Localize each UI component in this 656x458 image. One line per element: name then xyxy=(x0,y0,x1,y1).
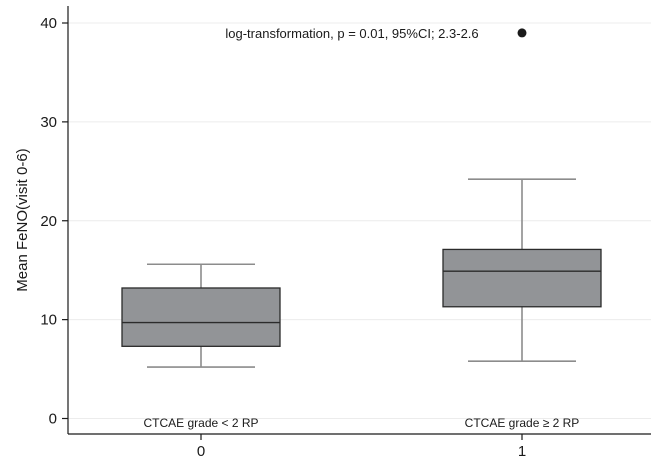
group-label: CTCAE grade ≥ 2 RP xyxy=(465,416,580,430)
x-tick-label: 0 xyxy=(197,443,205,458)
annotation-text: log-transformation, p = 0.01, 95%CI; 2.3… xyxy=(225,26,478,41)
grid-lines xyxy=(68,22,651,419)
iqr-box xyxy=(442,248,602,308)
outlier-point xyxy=(517,28,527,38)
x-tick-label: 1 xyxy=(518,443,526,458)
box-group-1: CTCAE grade ≥ 2 RP xyxy=(442,28,602,430)
y-tick-label: 10 xyxy=(40,312,57,329)
boxes: CTCAE grade < 2 RP CTCAE grade ≥ 2 RP xyxy=(121,28,602,430)
iqr-box xyxy=(121,287,281,347)
axes: 0 10 20 30 40 0 1 xyxy=(40,6,651,458)
y-tick-label: 40 xyxy=(40,15,57,32)
y-axis-label: Mean FeNO(visit 0-6) xyxy=(14,148,31,291)
group-label: CTCAE grade < 2 RP xyxy=(143,416,258,430)
y-tick-label: 20 xyxy=(40,213,57,230)
labels: Mean FeNO(visit 0-6) log-transformation,… xyxy=(14,26,479,292)
y-tick-label: 0 xyxy=(49,411,57,428)
y-tick-label: 30 xyxy=(40,114,57,131)
box-group-0: CTCAE grade < 2 RP xyxy=(121,263,281,430)
